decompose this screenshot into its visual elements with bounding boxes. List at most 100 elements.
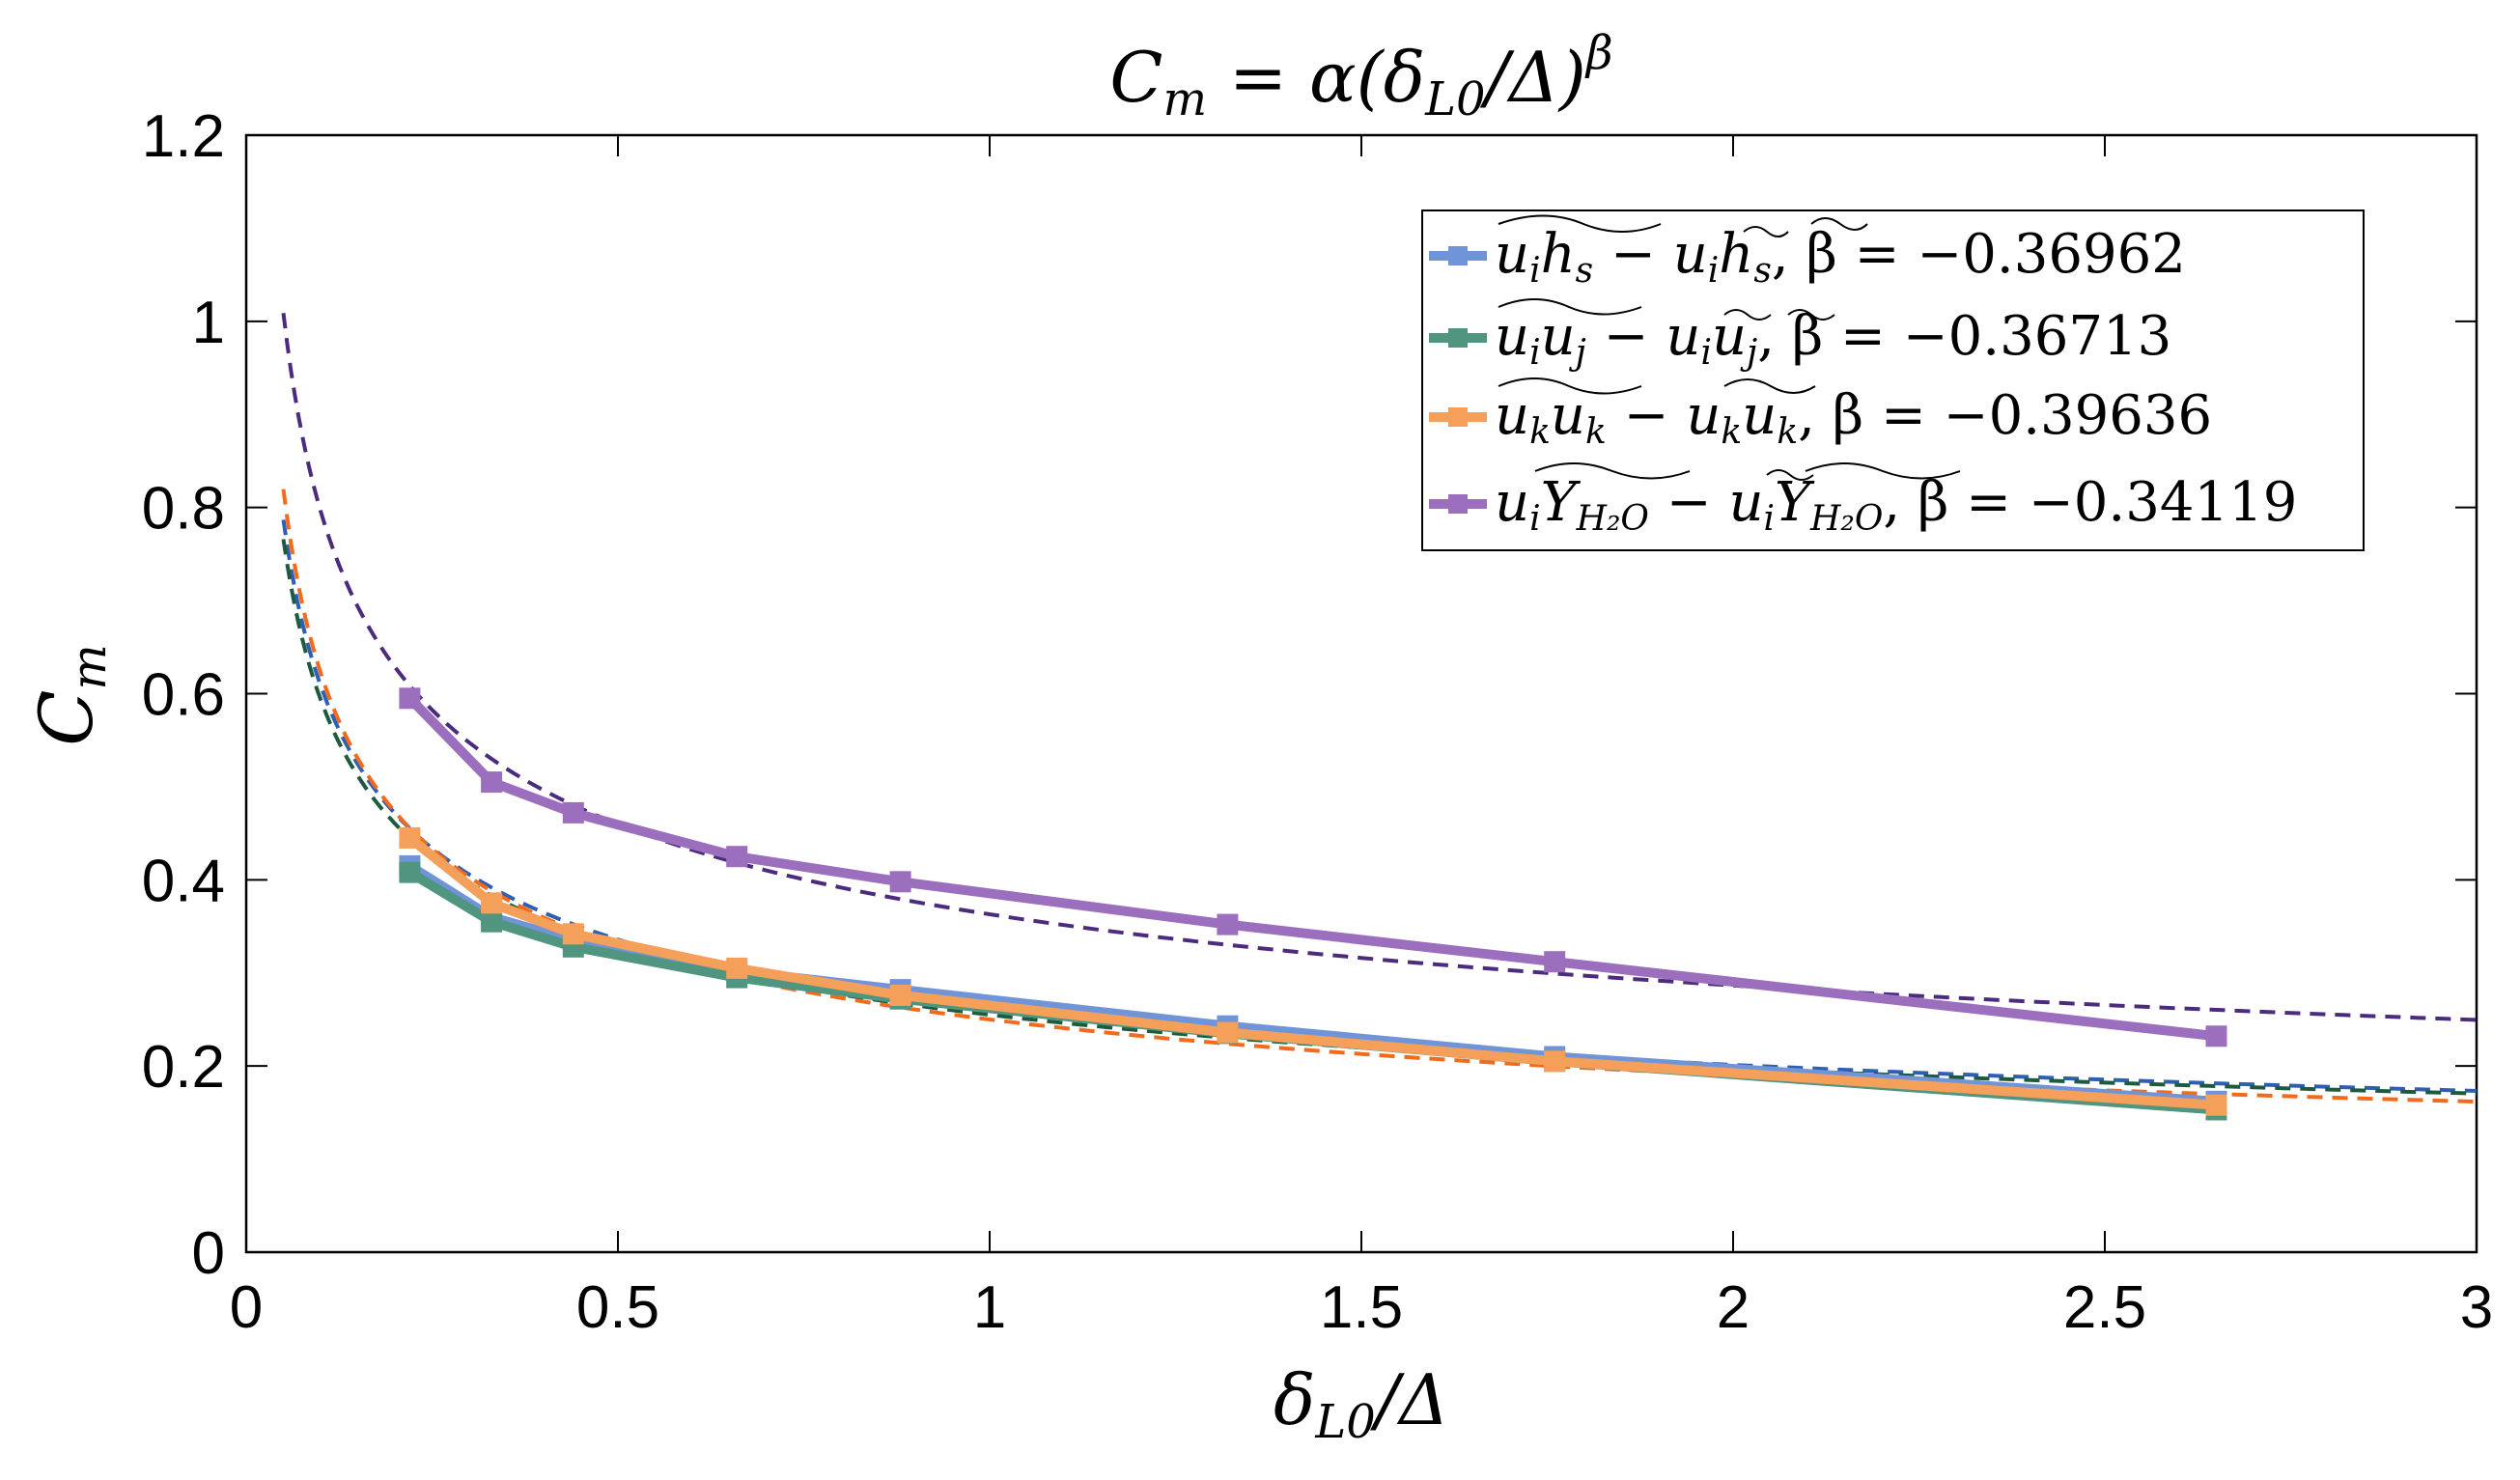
- legend-marker-1: [1448, 328, 1468, 348]
- legend-entry-0: uihs − uihs, β = −0.36962: [1429, 214, 2186, 291]
- legend-0-tilde-d: [1810, 217, 1868, 231]
- series-2-point: [2205, 1094, 2227, 1116]
- legend-box: [1421, 209, 2365, 551]
- ylabel-base: C: [23, 690, 109, 746]
- series-2-point: [889, 984, 911, 1006]
- legend-3-d-sub: H₂O: [1809, 499, 1883, 539]
- legend-3-a-sub: i: [1529, 499, 1541, 539]
- x-tick-label: 0.5: [576, 1274, 659, 1341]
- legend-2-b: u: [1551, 384, 1585, 447]
- legend-label-2: ukuk − ukuk, β = −0.39636: [1495, 384, 2212, 452]
- fit-curve-1: [281, 539, 2478, 1096]
- x-axis-label: δL0/Δ: [1274, 1359, 1449, 1449]
- xlabel-base: δ: [1274, 1359, 1315, 1440]
- legend-2-tilde-over: [1498, 377, 1642, 395]
- legend-1-c: u: [1666, 305, 1700, 368]
- series-2-point: [481, 892, 503, 914]
- series-3-point: [889, 871, 911, 893]
- legend-label-1: uiuj − uiuj, β = −0.36713: [1495, 305, 2171, 373]
- xlabel-sub: L0: [1314, 1395, 1375, 1449]
- legend-entry-1: uiuj − uiuj, β = −0.36713: [1429, 298, 2171, 373]
- legend-1-tilde-d: [1787, 309, 1835, 321]
- y-tick-label: 0.4: [142, 848, 225, 914]
- legend-marker-2: [1448, 407, 1468, 427]
- series-1-point: [399, 861, 421, 883]
- legend-label-3: uiYH₂O − uiYH₂O, β = −0.34119: [1495, 471, 2297, 539]
- series-3-point: [1217, 913, 1239, 935]
- title-eq: = α(δ: [1207, 37, 1425, 118]
- legend-2-c: u: [1686, 384, 1721, 447]
- legend-3-a: u: [1495, 471, 1529, 534]
- series-3-point: [562, 801, 584, 824]
- legend-1-beta: β = −0.36713: [1792, 305, 2171, 368]
- legend-3-tilde-d: [1805, 462, 1961, 480]
- title-sup: β: [1584, 26, 1613, 80]
- series-2-point: [726, 957, 748, 979]
- title-sub: L0: [1424, 72, 1485, 126]
- y-axis-label: Cm: [23, 644, 117, 746]
- y-tick-label: 0.6: [142, 662, 225, 729]
- series-2-point: [562, 923, 584, 945]
- legend-3-b: Y: [1541, 471, 1582, 534]
- title-mid: /Δ): [1480, 37, 1586, 118]
- chart-title: Cm = α(δL0/Δ)β: [1109, 26, 1612, 126]
- x-tick-label: 1: [973, 1274, 1006, 1341]
- series-line-2: [406, 833, 2217, 1110]
- legend-1-tilde-over: [1498, 298, 1642, 316]
- series-3-point: [399, 687, 421, 710]
- y-tick-label: 1: [192, 290, 225, 356]
- legend-2-d: u: [1742, 384, 1777, 447]
- legend-0-beta: β = −0.36962: [1806, 223, 2185, 286]
- legend-3-b-sub: H₂O: [1576, 499, 1649, 539]
- legend-1-tilde-c: [1723, 309, 1772, 321]
- legend-marker-0: [1448, 246, 1468, 265]
- legend-1-a: u: [1495, 305, 1529, 368]
- series-3-point: [726, 846, 748, 868]
- legend-0-d-sub: s: [1753, 251, 1771, 291]
- legend-2-a: u: [1495, 384, 1529, 447]
- x-tick-label: 0: [230, 1274, 263, 1341]
- legend-label-0: uihs − uihs, β = −0.36962: [1495, 223, 2186, 291]
- legend-entry-3: uiYH₂O − uiYH₂O, β = −0.34119: [1429, 462, 2297, 539]
- series-line-3: [406, 694, 2218, 1042]
- legend-3-tilde-c: [1766, 469, 1814, 481]
- legend-2-d-sub: k: [1777, 412, 1798, 452]
- legend-1-d: u: [1712, 305, 1747, 368]
- title-lhs-sub: m: [1162, 72, 1207, 126]
- legend-0-a-sub: i: [1529, 251, 1541, 291]
- legend-0-d: h: [1719, 223, 1753, 286]
- data-series: [399, 687, 2227, 1121]
- legend-0-b: h: [1541, 223, 1576, 286]
- legend-0-a: u: [1495, 223, 1529, 286]
- legend-2-a-sub: k: [1529, 412, 1551, 452]
- legend-1-a-sub: i: [1529, 333, 1541, 373]
- y-tick-label: 0.8: [142, 476, 225, 543]
- series-2-point: [399, 826, 421, 849]
- legend-2-beta: β = −0.39636: [1833, 384, 2212, 447]
- series-2-point: [1544, 1050, 1566, 1073]
- y-tick-label: 0: [192, 1220, 225, 1287]
- series-3-point: [481, 771, 503, 794]
- legend-3-tilde-over: [1534, 462, 1691, 480]
- y-tick-label: 1.2: [142, 103, 225, 170]
- legend-0-tilde-over: [1498, 214, 1662, 233]
- legend-3-c: u: [1728, 471, 1763, 534]
- legend-1-b: u: [1541, 305, 1576, 368]
- legend-2-b-sub: k: [1585, 412, 1607, 452]
- legend-0-c-sub: i: [1708, 251, 1720, 291]
- series-1-point: [481, 910, 503, 933]
- title-lhs: C: [1109, 37, 1162, 118]
- legend-3-c-sub: i: [1764, 499, 1776, 539]
- legend-3-beta: β = −0.34119: [1918, 471, 2297, 534]
- legend: uihs − uihs, β = −0.36962 uiuj − uiuj, β…: [1421, 209, 2365, 551]
- legend-entry-2: ukuk − ukuk, β = −0.39636: [1429, 377, 2212, 452]
- legend-2-tilde-c: [1723, 378, 1816, 394]
- legend-0-b-sub: s: [1576, 251, 1593, 291]
- legend-2-c-sub: k: [1721, 412, 1742, 452]
- legend-0-c: u: [1673, 223, 1708, 286]
- y-tick-label: 0.2: [142, 1034, 225, 1101]
- legend-marker-3: [1448, 494, 1468, 514]
- ylabel-sub: m: [61, 644, 117, 689]
